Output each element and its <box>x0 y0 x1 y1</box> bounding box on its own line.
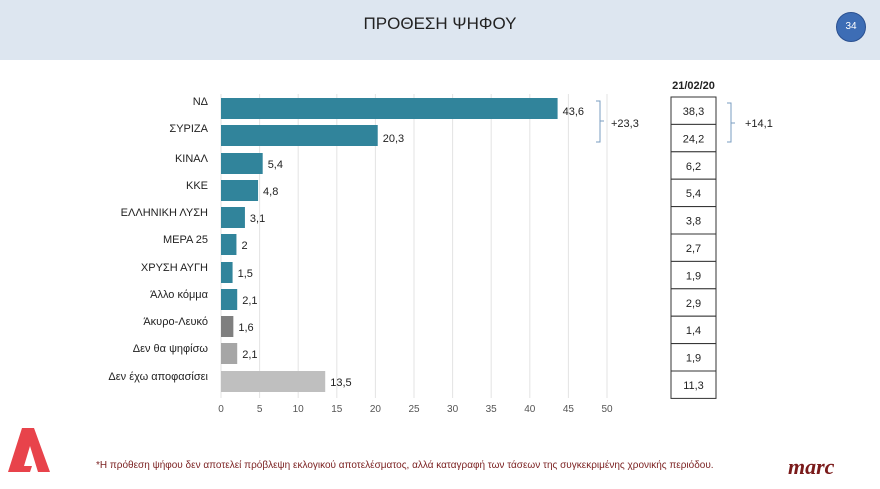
category-label: ΜΕΡΑ 25 <box>163 234 208 246</box>
x-tick-label: 15 <box>331 404 343 415</box>
x-tick-label: 50 <box>601 404 613 415</box>
x-tick-label: 30 <box>447 404 459 415</box>
bar <box>221 371 326 392</box>
category-label: Άκυρο-Λευκό <box>143 316 208 328</box>
category-label: ΧΡΥΣΗ ΑΥΓΗ <box>141 262 208 274</box>
comparison-value: 6,2 <box>686 161 701 173</box>
x-tick-label: 35 <box>486 404 498 415</box>
comparison-value: 1,9 <box>686 353 701 365</box>
x-tick-label: 45 <box>563 404 575 415</box>
comparison-value: 3,8 <box>686 216 701 228</box>
difference-label: +23,3 <box>611 118 639 130</box>
comparison-value: 5,4 <box>686 188 701 200</box>
comparison-cell <box>670 370 717 399</box>
category-label: Άλλο κόμμα <box>150 289 209 301</box>
comparison-cell <box>670 233 717 262</box>
comparison-header: 21/02/20 <box>672 80 715 92</box>
x-tick-label: 40 <box>524 404 536 415</box>
value-label: 5,4 <box>268 159 283 171</box>
bar <box>221 343 238 364</box>
value-label: 2 <box>241 240 247 252</box>
bar <box>221 234 237 255</box>
category-label: Δεν θα ψηφίσω <box>133 343 209 355</box>
bracket <box>596 100 604 143</box>
header-band <box>0 0 880 60</box>
marc-logo: marc <box>788 454 835 479</box>
bar <box>221 316 234 337</box>
comparison-bracket <box>727 102 735 143</box>
comparison-value: 1,4 <box>686 325 701 337</box>
comparison-value: 38,3 <box>683 106 704 118</box>
page-title: ΠΡΟΘΕΣΗ ΨΗΦΟΥ <box>363 14 517 33</box>
bar <box>221 289 238 310</box>
category-label: ΚΚΕ <box>186 180 208 192</box>
footnote: *Η πρόθεση ψήφου δεν αποτελεί πρόβλεψη ε… <box>96 460 714 471</box>
comparison-value: 11,3 <box>683 380 704 392</box>
x-tick-label: 0 <box>218 404 224 415</box>
alpha-logo <box>8 428 50 472</box>
bar <box>221 153 263 174</box>
page-number-badge: 34 <box>836 12 866 42</box>
comparison-value: 1,9 <box>686 270 701 282</box>
comparison-value: 2,9 <box>686 298 701 310</box>
bar <box>221 98 558 119</box>
comparison-cell <box>670 288 717 317</box>
value-label: 2,1 <box>242 295 257 307</box>
comparison-cell <box>670 343 717 372</box>
category-label: ΚΙΝΑΛ <box>175 153 209 165</box>
value-label: 3,1 <box>250 213 265 225</box>
comparison-difference-label: +14,1 <box>745 118 773 130</box>
comparison-cell <box>670 178 717 208</box>
category-label: ΝΔ <box>193 96 209 108</box>
bar <box>221 207 245 228</box>
comparison-value: 24,2 <box>683 133 704 145</box>
value-label: 1,6 <box>238 322 253 334</box>
bar <box>221 125 378 146</box>
value-label: 2,1 <box>242 349 257 361</box>
value-label: 1,5 <box>238 268 253 280</box>
comparison-cell <box>670 315 717 345</box>
category-label: ΕΛΛΗΝΙΚΗ ΛΥΣΗ <box>121 207 208 219</box>
category-label: ΣΥΡΙΖΑ <box>169 123 208 135</box>
x-tick-label: 10 <box>293 404 305 415</box>
value-label: 43,6 <box>563 106 584 118</box>
value-label: 13,5 <box>330 377 351 389</box>
x-tick-label: 5 <box>257 404 263 415</box>
x-tick-label: 25 <box>408 404 420 415</box>
comparison-cell <box>670 151 717 180</box>
comparison-value: 2,7 <box>686 243 701 255</box>
bar <box>221 180 259 201</box>
x-tick-label: 20 <box>370 404 382 415</box>
value-label: 4,8 <box>263 186 278 198</box>
comparison-cell <box>670 206 717 235</box>
value-label: 20,3 <box>383 133 404 145</box>
bar <box>221 262 233 283</box>
category-label: Δεν έχω αποφασίσει <box>108 371 208 383</box>
